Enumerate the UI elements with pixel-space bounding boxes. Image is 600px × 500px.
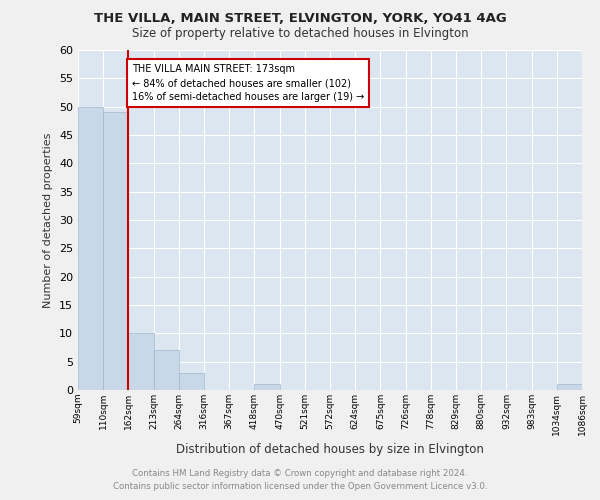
Bar [103, 112, 128, 390]
Y-axis label: Number of detached properties: Number of detached properties [43, 132, 53, 308]
Text: Size of property relative to detached houses in Elvington: Size of property relative to detached ho… [131, 28, 469, 40]
Bar [179, 373, 204, 390]
Bar [254, 384, 280, 390]
Bar [154, 350, 179, 390]
Text: Contains HM Land Registry data © Crown copyright and database right 2024.
Contai: Contains HM Land Registry data © Crown c… [113, 470, 487, 491]
Text: THE VILLA MAIN STREET: 173sqm
← 84% of detached houses are smaller (102)
16% of : THE VILLA MAIN STREET: 173sqm ← 84% of d… [132, 64, 364, 102]
Bar [78, 106, 103, 390]
Bar [128, 334, 154, 390]
X-axis label: Distribution of detached houses by size in Elvington: Distribution of detached houses by size … [176, 443, 484, 456]
Text: THE VILLA, MAIN STREET, ELVINGTON, YORK, YO41 4AG: THE VILLA, MAIN STREET, ELVINGTON, YORK,… [94, 12, 506, 26]
Bar [557, 384, 582, 390]
